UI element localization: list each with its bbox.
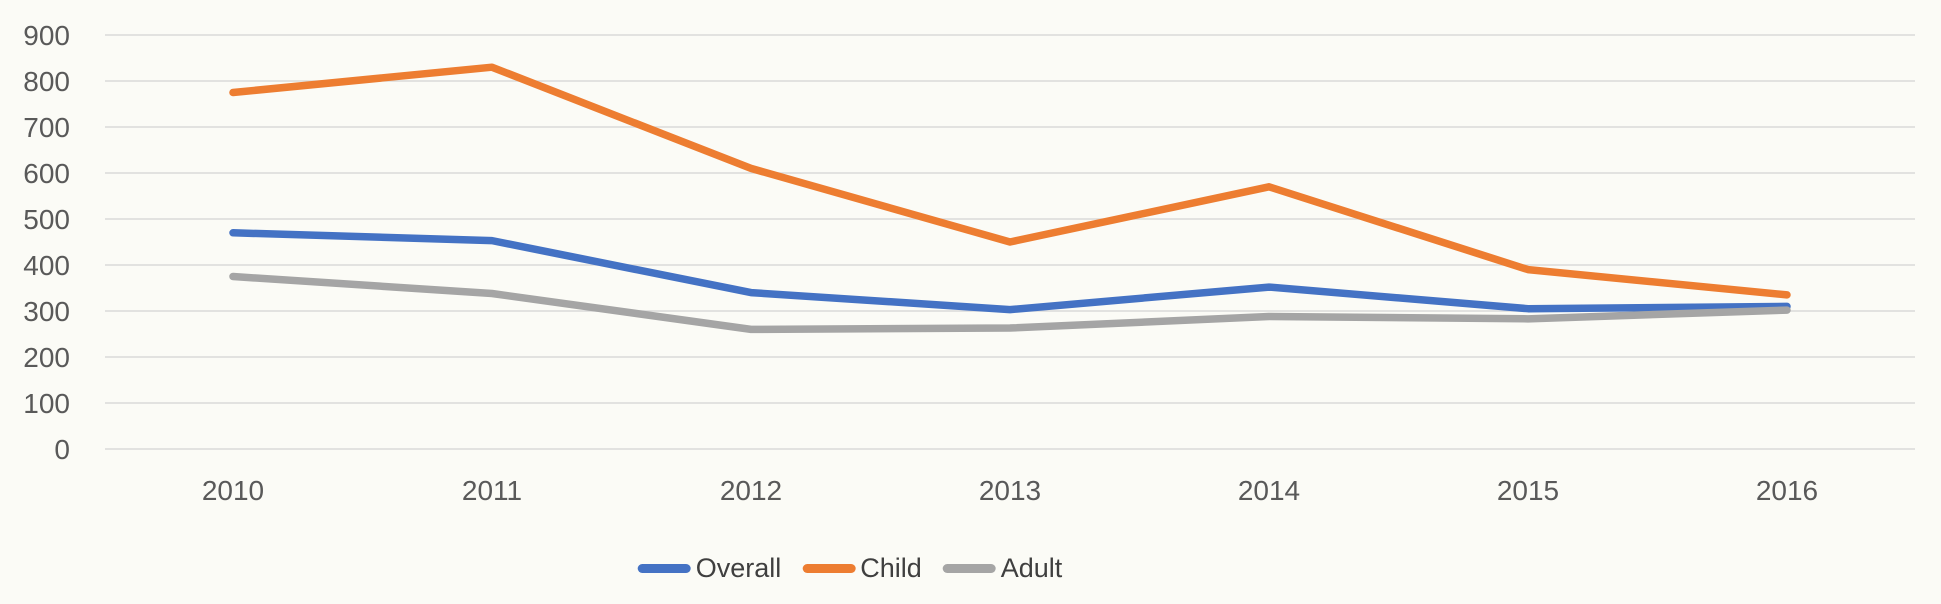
legend-label: Overall xyxy=(695,553,782,583)
legend: Overall Child Adult xyxy=(637,553,1063,584)
legend-item-child: Child xyxy=(802,553,922,584)
x-axis-tick-label: 2011 xyxy=(462,475,522,506)
x-axis-tick-label: 2016 xyxy=(1756,475,1818,506)
y-axis-labels: 0 100 200 300 400 500 600 700 800 900 xyxy=(23,20,70,465)
legend-item-adult: Adult xyxy=(942,553,1063,584)
y-axis-tick-label: 300 xyxy=(23,296,70,327)
y-axis-tick-label: 800 xyxy=(23,66,70,97)
legend-swatch-child xyxy=(802,564,856,573)
legend-item-overall: Overall xyxy=(637,553,782,584)
x-axis-tick-label: 2015 xyxy=(1497,475,1559,506)
gridlines xyxy=(105,34,1915,450)
legend-label: Child xyxy=(860,553,922,583)
x-axis-tick-label: 2014 xyxy=(1238,475,1300,506)
legend-swatch-adult xyxy=(942,564,996,573)
series-line-child xyxy=(229,63,1791,299)
series-line-overall xyxy=(229,229,1791,314)
y-axis-tick-label: 600 xyxy=(23,158,70,189)
x-axis-tick-label: 2010 xyxy=(202,475,264,506)
y-axis-tick-label: 100 xyxy=(23,388,70,419)
x-axis-labels: 2010 2011 2012 2013 2014 2015 2016 xyxy=(202,475,1818,506)
y-axis-tick-label: 200 xyxy=(23,342,70,373)
legend-label: Adult xyxy=(1000,553,1063,583)
y-axis-tick-label: 400 xyxy=(23,250,70,281)
series-line-adult xyxy=(229,272,1791,334)
y-axis-tick-label: 0 xyxy=(54,434,70,465)
y-axis-tick-label: 900 xyxy=(23,20,70,51)
legend-swatch-overall xyxy=(637,564,691,573)
y-axis-tick-label: 500 xyxy=(23,204,70,235)
x-axis-tick-label: 2012 xyxy=(720,475,782,506)
series-lines xyxy=(229,63,1791,334)
x-axis-tick-label: 2013 xyxy=(979,475,1041,506)
y-axis-tick-label: 700 xyxy=(23,112,70,143)
